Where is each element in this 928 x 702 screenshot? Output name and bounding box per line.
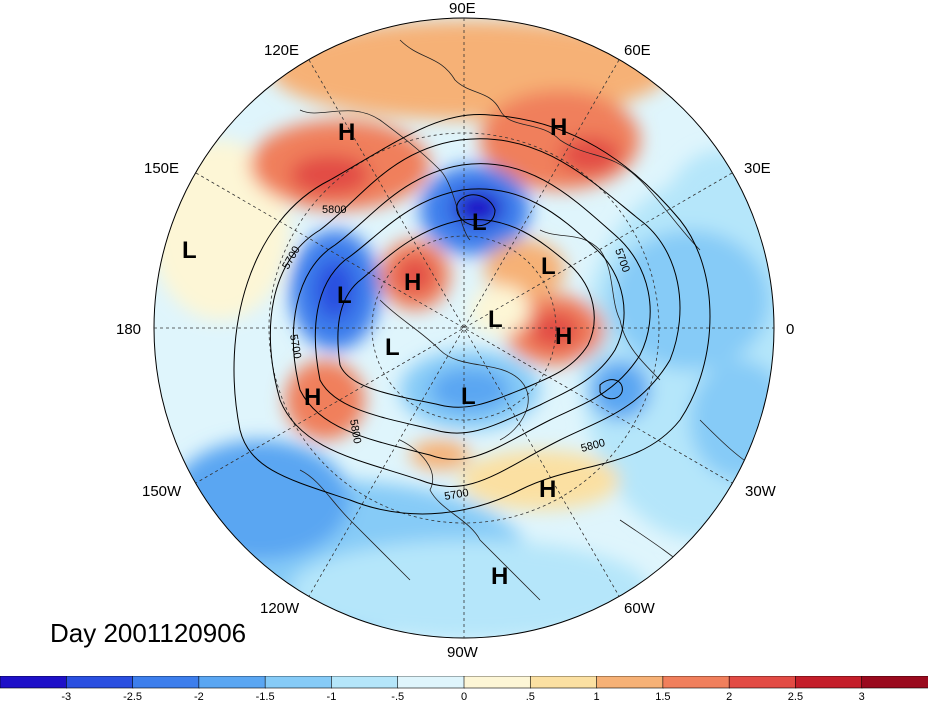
colorbar-tick-label: -2 bbox=[194, 691, 204, 702]
high-center: H bbox=[555, 323, 572, 350]
polar-map: 5800 5700 5700 5800 5700 5800 5700 H H L… bbox=[116, 0, 794, 661]
colorbar-tick-label: -2.5 bbox=[123, 691, 142, 702]
lon-label-90e: 90E bbox=[449, 0, 476, 17]
colorbar-box bbox=[264, 676, 333, 689]
low-center: L bbox=[461, 383, 476, 410]
colorbar-tick-label: 1 bbox=[594, 691, 600, 702]
high-center: H bbox=[404, 269, 421, 296]
contour-label: 5700 bbox=[443, 487, 469, 503]
colorbar-box bbox=[463, 676, 532, 689]
colorbar-box bbox=[662, 676, 730, 689]
colorbar-box bbox=[331, 676, 399, 689]
contour-label: 5800 bbox=[347, 418, 363, 444]
lon-label-120w: 120W bbox=[260, 600, 300, 617]
colorbar-box bbox=[795, 676, 863, 689]
lon-label-60w: 60W bbox=[624, 600, 656, 617]
pressure-centers: H H L L H L L L H L H L H H bbox=[182, 114, 572, 590]
colorbar-box bbox=[198, 676, 266, 689]
colorbar-box bbox=[529, 676, 598, 689]
lon-label-180: 180 bbox=[116, 321, 141, 338]
day-label: Day 2001120906 bbox=[50, 618, 247, 648]
high-center: H bbox=[539, 476, 556, 503]
colorbar-box bbox=[65, 676, 134, 689]
lon-label-150e: 150E bbox=[144, 160, 179, 177]
colorbar-box bbox=[132, 676, 200, 689]
high-center: H bbox=[491, 563, 508, 590]
colorbar-tick-label: -3 bbox=[61, 691, 71, 702]
colorbar-tick-label: -1 bbox=[327, 691, 337, 702]
lon-label-90w: 90W bbox=[447, 644, 479, 661]
colorbar-ticks: -3 -2.5 -2 -1.5 -1 -.5 0 .5 1 1.5 2 2.5 3 bbox=[61, 691, 864, 702]
colorbar: -3 -2.5 -2 -1.5 -1 -.5 0 .5 1 1.5 2 2.5 3 bbox=[0, 676, 928, 702]
colorbar-boxes bbox=[0, 676, 928, 689]
colorbar-box bbox=[0, 676, 68, 689]
high-center: H bbox=[304, 384, 321, 411]
height-contours bbox=[233, 113, 711, 515]
low-center: L bbox=[385, 334, 400, 361]
coastlines bbox=[299, 39, 761, 601]
colorbar-tick-label: 2.5 bbox=[788, 691, 803, 702]
longitude-labels: 90E 120E 60E 150E 30E 180 0 150W 30W 120… bbox=[116, 0, 794, 661]
high-center: H bbox=[338, 119, 355, 146]
colorbar-box bbox=[728, 676, 797, 689]
low-center: L bbox=[472, 209, 487, 236]
colorbar-tick-label: -.5 bbox=[391, 691, 404, 702]
lon-label-30e: 30E bbox=[744, 160, 771, 177]
colorbar-tick-label: -1.5 bbox=[256, 691, 275, 702]
contour-label: 5700 bbox=[287, 333, 303, 359]
low-center: L bbox=[488, 306, 503, 333]
lon-label-60e: 60E bbox=[624, 42, 651, 59]
colorbar-tick-label: 3 bbox=[859, 691, 865, 702]
lon-label-30w: 30W bbox=[745, 483, 777, 500]
low-center: L bbox=[182, 237, 197, 264]
lon-label-120e: 120E bbox=[264, 42, 299, 59]
lon-label-0: 0 bbox=[786, 321, 794, 338]
colorbar-tick-label: .5 bbox=[526, 691, 535, 702]
colorbar-box bbox=[861, 676, 928, 689]
colorbar-box bbox=[596, 676, 664, 689]
low-center: L bbox=[541, 253, 556, 280]
colorbar-tick-label: 2 bbox=[726, 691, 732, 702]
graticule bbox=[154, 18, 774, 638]
colorbar-tick-label: 1.5 bbox=[655, 691, 670, 702]
colorbar-box bbox=[397, 676, 465, 689]
high-center: H bbox=[550, 114, 567, 141]
low-center: L bbox=[337, 282, 352, 309]
colorbar-tick-label: 0 bbox=[461, 691, 467, 702]
contour-label: 5800 bbox=[322, 204, 346, 216]
lon-label-150w: 150W bbox=[142, 483, 182, 500]
anomaly-field bbox=[154, 18, 774, 638]
